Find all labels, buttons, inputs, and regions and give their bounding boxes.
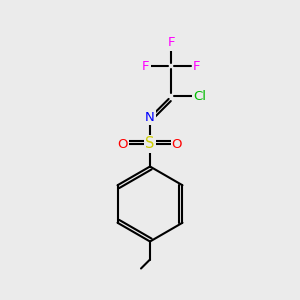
Text: F: F <box>167 37 175 50</box>
Text: Cl: Cl <box>193 90 206 103</box>
Text: O: O <box>172 137 182 151</box>
Text: S: S <box>145 136 155 152</box>
Text: O: O <box>118 137 128 151</box>
Text: N: N <box>145 111 155 124</box>
Text: F: F <box>193 60 200 73</box>
Text: F: F <box>142 60 149 73</box>
